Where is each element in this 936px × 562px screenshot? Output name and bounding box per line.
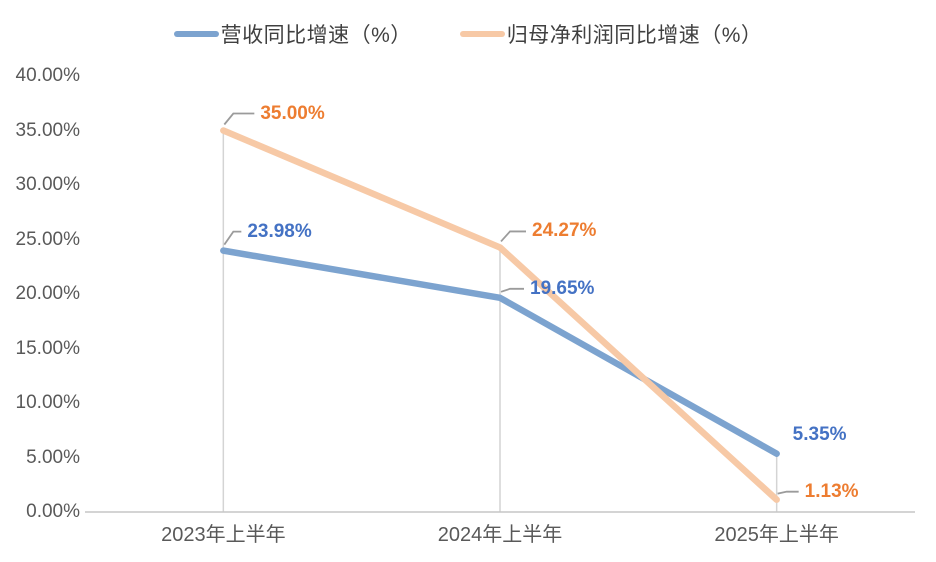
y-axis-tick-label: 5.00%	[26, 446, 80, 468]
data-label-series0-pt0: 23.98%	[247, 220, 312, 242]
x-axis-category-label: 2023年上半年	[161, 524, 286, 546]
y-axis-tick-label: 0.00%	[26, 501, 80, 522]
y-axis-tick-label: 15.00%	[15, 337, 80, 359]
legend-line-swatch-revenue	[173, 30, 219, 38]
y-axis-tick-label: 25.00%	[15, 228, 80, 250]
legend-item-net-profit-growth: 归母净利润同比增速（%）	[459, 19, 763, 49]
data-label-series0-pt2: 5.35%	[792, 423, 847, 445]
y-axis-tick-label: 20.00%	[15, 283, 80, 304]
x-axis-category-label: 2025年上半年	[714, 524, 839, 546]
data-label-series1-pt2: 1.13%	[804, 480, 859, 502]
label-leader-line	[223, 230, 242, 246]
y-axis-tick-label: 35.00%	[15, 119, 80, 141]
x-axis-category-label: 2024年上半年	[437, 524, 563, 546]
chart-legend: 营收同比增速（%） 归母净利润同比增速（%）	[0, 19, 936, 49]
y-axis-tick-label: 30.00%	[15, 174, 80, 195]
label-leader-line	[223, 112, 255, 126]
legend-item-revenue-growth: 营收同比增速（%）	[173, 19, 412, 49]
data-label-series1-pt1: 24.27%	[532, 220, 597, 242]
label-leader-line	[500, 230, 526, 243]
legend-label-net-profit-growth: 归母净利润同比增速（%）	[506, 24, 763, 47]
y-axis-tick-label: 10.00%	[15, 392, 80, 413]
label-leader-line	[777, 490, 799, 495]
series-line-1	[220, 127, 780, 503]
legend-line-swatch-net-profit	[459, 30, 505, 38]
series-line-0	[220, 247, 780, 457]
data-label-series1-pt0: 35.00%	[260, 102, 325, 124]
data-label-series0-pt1: 19.65%	[530, 277, 595, 299]
label-leader-line	[500, 287, 524, 293]
y-axis-tick-label: 40.00%	[15, 65, 80, 86]
legend-label-revenue-growth: 营收同比增速（%）	[220, 24, 412, 47]
